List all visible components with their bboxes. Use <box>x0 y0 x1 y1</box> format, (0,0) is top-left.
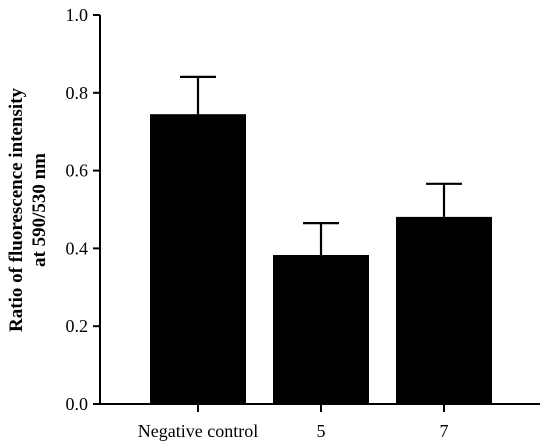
y-axis: 0.0 0.2 0.4 0.6 0.8 1.0 <box>66 5 101 414</box>
x-axis: Negative control 5 7 <box>99 403 540 441</box>
y-axis-title: Ratio of fluorescence intensity at 590/5… <box>6 88 50 332</box>
y-tick-label-3: 0.6 <box>66 161 89 181</box>
bar-1 <box>273 255 369 404</box>
x-tick-label-1: 5 <box>317 421 326 441</box>
y-tick-label-2: 0.4 <box>66 238 89 258</box>
bars <box>150 114 492 404</box>
error-bars <box>180 75 462 256</box>
y-axis-title-line-1: Ratio of fluorescence intensity <box>6 88 27 332</box>
bar-2 <box>396 216 492 404</box>
bar-0 <box>150 114 246 404</box>
y-tick-label-5: 1.0 <box>66 5 89 25</box>
x-tick-label-0: Negative control <box>138 421 258 441</box>
y-tick-label-0: 0.0 <box>66 394 89 414</box>
x-tick-label-2: 7 <box>440 421 449 441</box>
y-axis-title-line-2: at 590/530 nm <box>29 153 50 267</box>
y-tick-label-1: 0.2 <box>66 316 89 336</box>
y-tick-label-4: 0.8 <box>66 83 89 103</box>
